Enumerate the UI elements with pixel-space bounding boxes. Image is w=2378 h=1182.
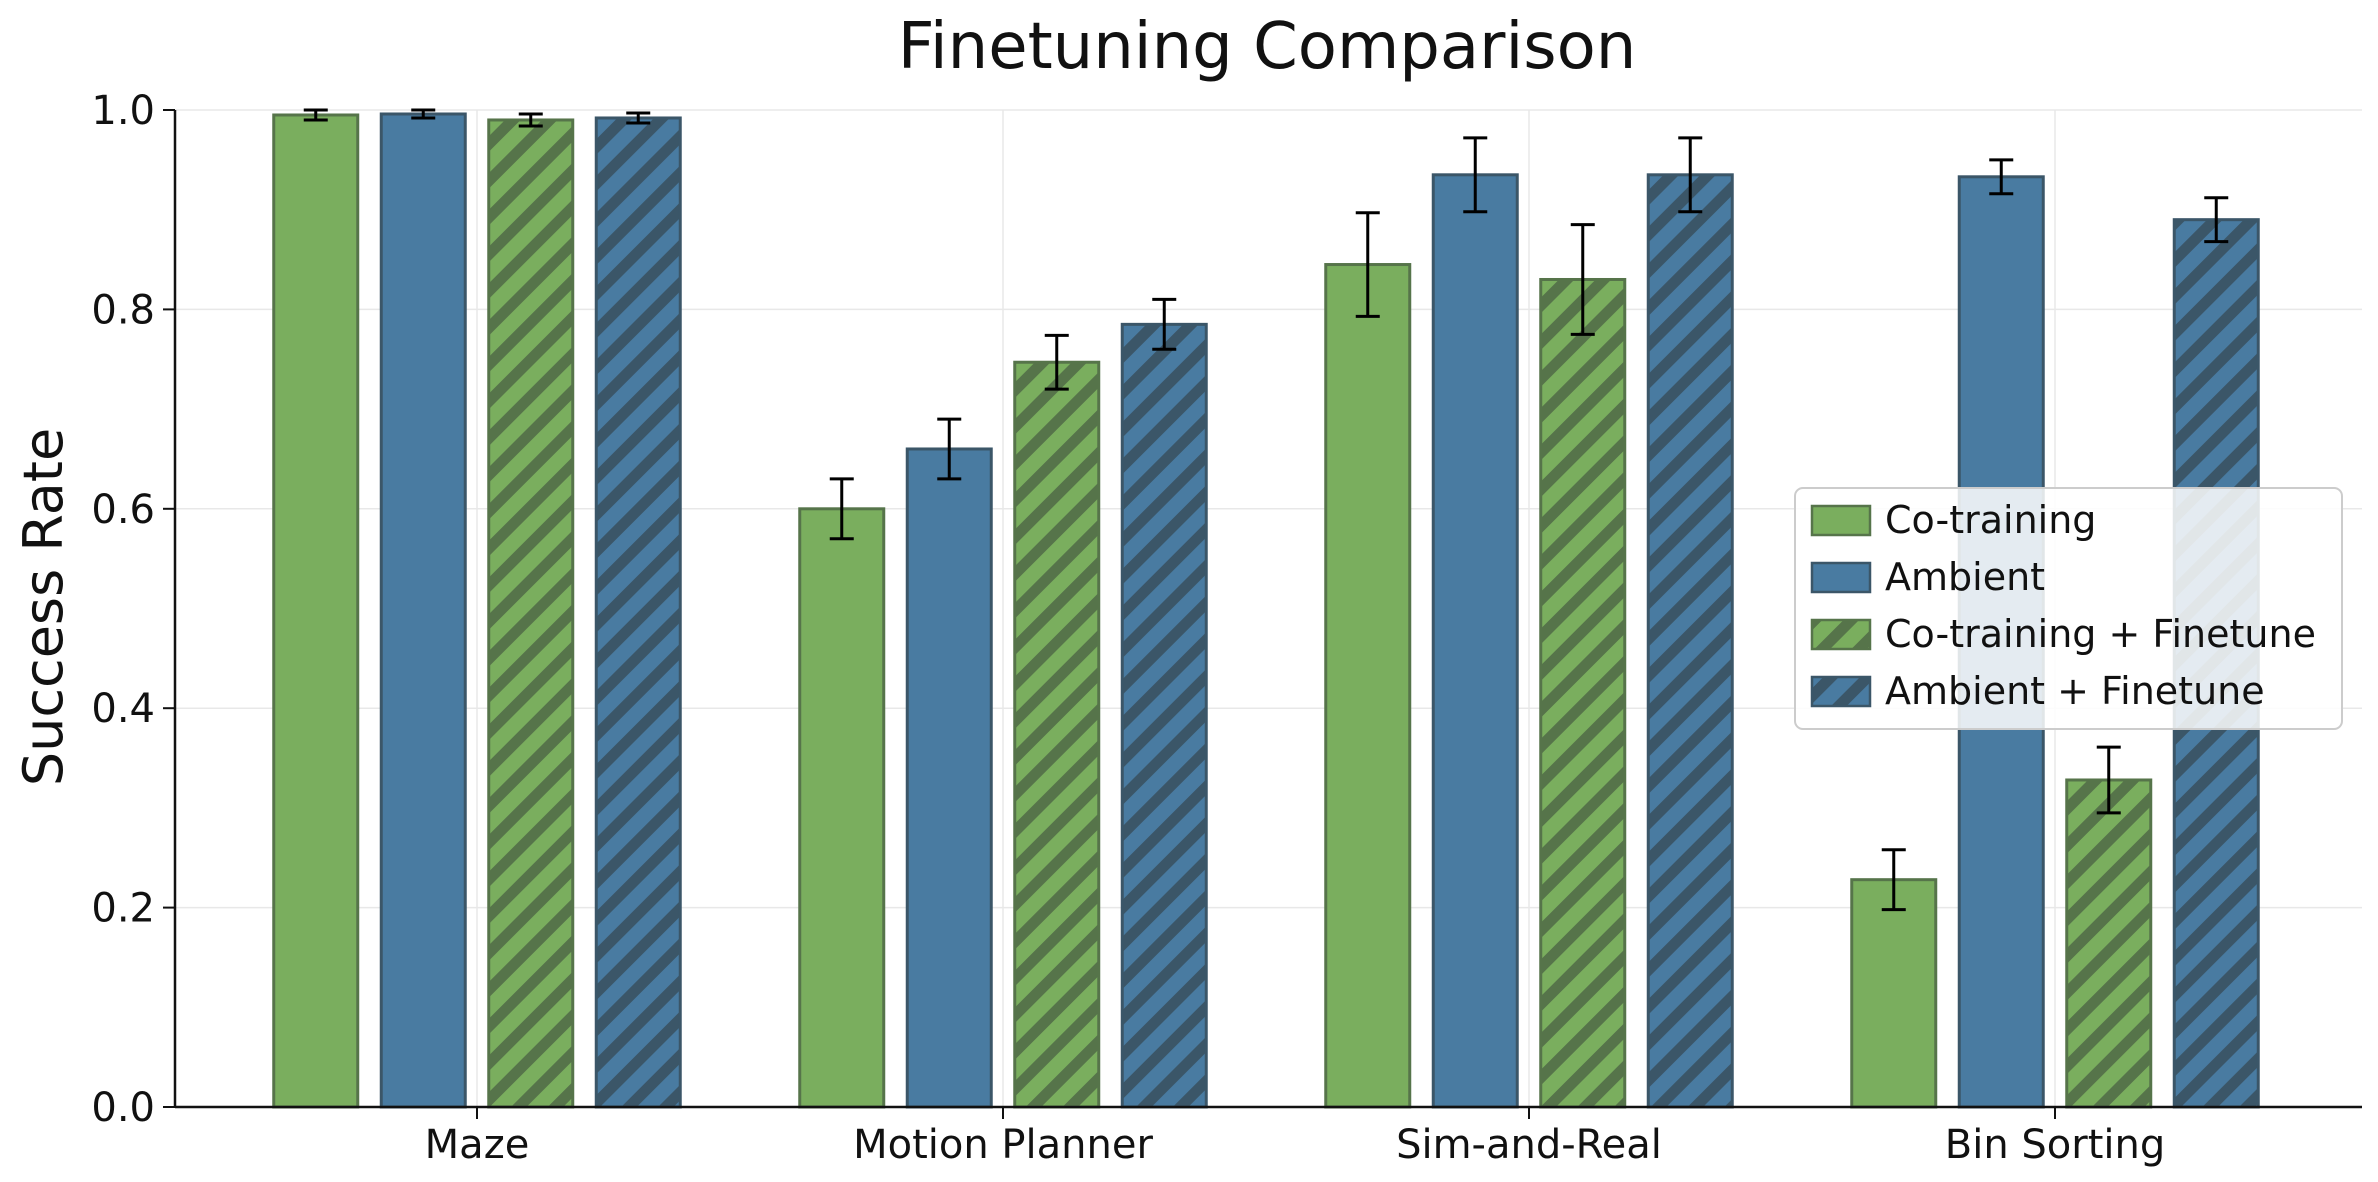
tick-labels: 0.0 0.2 0.4 0.6 0.8 1.0 Maze Motion Planner Sim-… bbox=[91, 88, 2165, 1168]
y-tick-label: 0.8 bbox=[91, 287, 155, 333]
bar bbox=[1120, 322, 1208, 1109]
bar bbox=[1539, 277, 1627, 1109]
chart-title: Finetuning Comparison bbox=[898, 10, 1637, 84]
bar bbox=[1431, 173, 1519, 1109]
bar bbox=[1324, 263, 1412, 1109]
legend-swatch bbox=[1810, 675, 1872, 708]
x-tick-label: Bin Sorting bbox=[1945, 1122, 2165, 1168]
legend-label: Co-training + Finetune bbox=[1885, 612, 2316, 656]
legend-swatch bbox=[1810, 561, 1872, 594]
x-tick-label: Motion Planner bbox=[853, 1122, 1153, 1168]
legend-label: Ambient bbox=[1885, 555, 2045, 599]
legend-swatch bbox=[1810, 504, 1872, 537]
bar bbox=[272, 113, 360, 1109]
bar bbox=[1850, 878, 1938, 1109]
x-tick-label: Sim-and-Real bbox=[1396, 1122, 1662, 1168]
legend-box bbox=[1794, 487, 2343, 730]
y-tick-label: 1.0 bbox=[91, 88, 155, 134]
legend-swatch bbox=[1810, 618, 1872, 651]
legend: Co-training Ambient Co-training + Finetune… bbox=[1794, 487, 2343, 730]
y-tick-label: 0.0 bbox=[91, 1085, 155, 1131]
bar bbox=[1646, 173, 1734, 1109]
axes bbox=[163, 109, 2362, 1119]
bar bbox=[798, 507, 886, 1109]
y-axis-label: Success Rate bbox=[12, 428, 75, 786]
y-tick-label: 0.4 bbox=[91, 686, 155, 732]
bar bbox=[594, 116, 682, 1109]
error-bars bbox=[303, 108, 2229, 912]
bar bbox=[379, 112, 467, 1109]
bar bbox=[1013, 360, 1101, 1109]
bar bbox=[2065, 778, 2153, 1109]
x-tick-label: Maze bbox=[425, 1122, 530, 1168]
legend-label: Co-training bbox=[1885, 498, 2096, 542]
bar bbox=[487, 118, 575, 1109]
y-tick-label: 0.2 bbox=[91, 886, 155, 932]
bar bbox=[905, 447, 993, 1109]
y-tick-label: 0.6 bbox=[91, 487, 155, 533]
legend-label: Ambient + Finetune bbox=[1885, 669, 2265, 713]
